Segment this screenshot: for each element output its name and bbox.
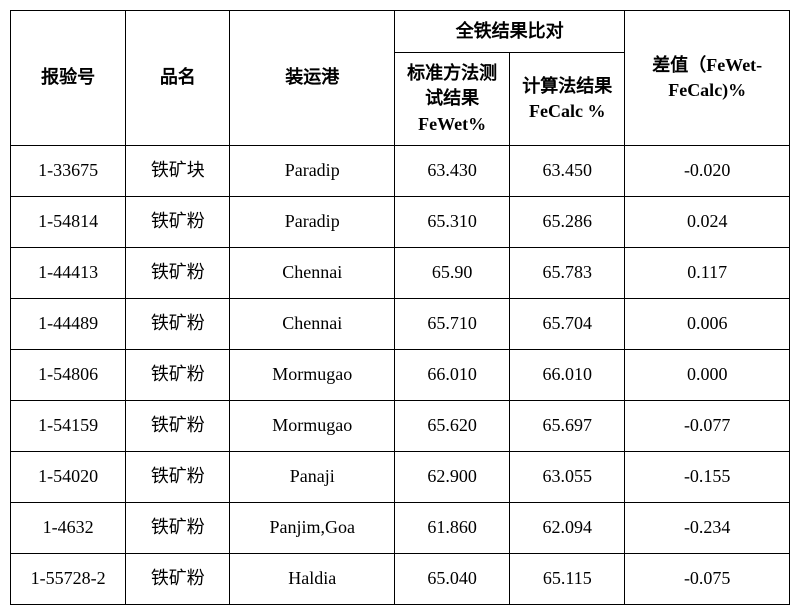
cell-c2: Chennai	[230, 298, 395, 349]
cell-c4: 63.450	[510, 145, 625, 196]
cell-c5: -0.077	[625, 400, 790, 451]
header-fewet-line1: 标准方法测	[407, 63, 497, 83]
cell-c2: Haldia	[230, 553, 395, 604]
header-loading-port: 装运港	[230, 11, 395, 146]
cell-c1: 铁矿粉	[126, 349, 230, 400]
cell-c0: 1-54159	[11, 400, 126, 451]
cell-c3: 66.010	[394, 349, 509, 400]
cell-c0: 1-4632	[11, 502, 126, 553]
table-body: 1-33675铁矿块Paradip63.43063.450-0.0201-548…	[11, 145, 790, 604]
cell-c1: 铁矿块	[126, 145, 230, 196]
cell-c2: Paradip	[230, 145, 395, 196]
iron-ore-results-table: 报验号 品名 装运港 全铁结果比对 差值（FeWet- FeCalc)% 标准方…	[10, 10, 790, 605]
header-difference: 差值（FeWet- FeCalc)%	[625, 11, 790, 146]
header-fecalc-line2: FeCalc %	[529, 101, 605, 121]
header-fewet: 标准方法测 试结果 FeWet%	[394, 53, 509, 146]
cell-c0: 1-54020	[11, 451, 126, 502]
header-fewet-line3: FeWet%	[418, 114, 486, 134]
cell-c3: 63.430	[394, 145, 509, 196]
cell-c2: Panjim,Goa	[230, 502, 395, 553]
table-row: 1-44489铁矿粉Chennai65.71065.7040.006	[11, 298, 790, 349]
cell-c0: 1-33675	[11, 145, 126, 196]
cell-c0: 1-54806	[11, 349, 126, 400]
cell-c3: 65.620	[394, 400, 509, 451]
cell-c0: 1-55728-2	[11, 553, 126, 604]
cell-c3: 65.040	[394, 553, 509, 604]
cell-c3: 65.710	[394, 298, 509, 349]
cell-c1: 铁矿粉	[126, 196, 230, 247]
cell-c4: 65.783	[510, 247, 625, 298]
cell-c4: 66.010	[510, 349, 625, 400]
header-product-name: 品名	[126, 11, 230, 146]
cell-c2: Mormugao	[230, 349, 395, 400]
cell-c2: Chennai	[230, 247, 395, 298]
table-row: 1-54806铁矿粉Mormugao66.01066.0100.000	[11, 349, 790, 400]
cell-c5: 0.024	[625, 196, 790, 247]
table-header: 报验号 品名 装运港 全铁结果比对 差值（FeWet- FeCalc)% 标准方…	[11, 11, 790, 146]
cell-c5: -0.075	[625, 553, 790, 604]
cell-c4: 62.094	[510, 502, 625, 553]
cell-c5: -0.234	[625, 502, 790, 553]
cell-c0: 1-44413	[11, 247, 126, 298]
table-row: 1-54020铁矿粉Panaji62.90063.055-0.155	[11, 451, 790, 502]
cell-c3: 62.900	[394, 451, 509, 502]
cell-c2: Mormugao	[230, 400, 395, 451]
cell-c5: -0.020	[625, 145, 790, 196]
cell-c0: 1-54814	[11, 196, 126, 247]
table-row: 1-55728-2铁矿粉Haldia65.04065.115-0.075	[11, 553, 790, 604]
cell-c5: 0.117	[625, 247, 790, 298]
cell-c3: 65.90	[394, 247, 509, 298]
cell-c1: 铁矿粉	[126, 298, 230, 349]
cell-c2: Paradip	[230, 196, 395, 247]
header-fecalc-line1: 计算法结果	[522, 76, 612, 96]
header-difference-line1: 差值（FeWet-	[652, 55, 762, 75]
cell-c1: 铁矿粉	[126, 247, 230, 298]
cell-c1: 铁矿粉	[126, 400, 230, 451]
table-row: 1-54814铁矿粉Paradip65.31065.2860.024	[11, 196, 790, 247]
header-difference-line2: FeCalc)%	[668, 80, 746, 100]
table-row: 1-33675铁矿块Paradip63.43063.450-0.020	[11, 145, 790, 196]
cell-c5: 0.006	[625, 298, 790, 349]
cell-c1: 铁矿粉	[126, 502, 230, 553]
header-inspection-no: 报验号	[11, 11, 126, 146]
table-row: 1-54159铁矿粉Mormugao65.62065.697-0.077	[11, 400, 790, 451]
cell-c4: 65.286	[510, 196, 625, 247]
header-fewet-line2: 试结果	[425, 88, 479, 108]
cell-c5: -0.155	[625, 451, 790, 502]
cell-c3: 61.860	[394, 502, 509, 553]
cell-c4: 65.697	[510, 400, 625, 451]
cell-c1: 铁矿粉	[126, 451, 230, 502]
table-row: 1-4632铁矿粉Panjim,Goa61.86062.094-0.234	[11, 502, 790, 553]
cell-c1: 铁矿粉	[126, 553, 230, 604]
header-comparison-group: 全铁结果比对	[394, 11, 624, 53]
cell-c4: 65.704	[510, 298, 625, 349]
cell-c0: 1-44489	[11, 298, 126, 349]
cell-c4: 63.055	[510, 451, 625, 502]
cell-c2: Panaji	[230, 451, 395, 502]
table-row: 1-44413铁矿粉Chennai65.9065.7830.117	[11, 247, 790, 298]
header-fecalc: 计算法结果 FeCalc %	[510, 53, 625, 146]
cell-c3: 65.310	[394, 196, 509, 247]
cell-c5: 0.000	[625, 349, 790, 400]
cell-c4: 65.115	[510, 553, 625, 604]
